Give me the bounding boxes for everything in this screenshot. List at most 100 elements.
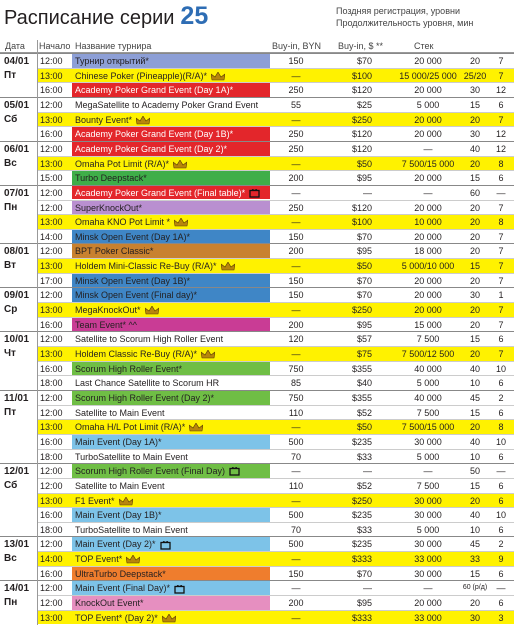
- stack: 7 500/12 500: [401, 349, 455, 359]
- level-duration: 6: [498, 524, 504, 535]
- event-name: Minsk Open Event (Day 1A)*: [75, 230, 190, 244]
- event-name-text: TOP Event*: [75, 554, 123, 565]
- column-header: Buy-in, BYN: [272, 41, 322, 51]
- column-header: Дата: [5, 41, 25, 51]
- header-note: Продолжительность уровня, мин: [336, 18, 474, 28]
- buy-in-byn: 500: [288, 510, 304, 521]
- event-name-text: Satellite to Scorum High Roller Event: [75, 334, 224, 345]
- level-duration: 7: [498, 261, 504, 272]
- event-name-text: Main Event (Day 2)*: [75, 539, 156, 550]
- buy-in-usd: $50: [356, 261, 372, 272]
- date: 13/01: [4, 539, 30, 551]
- buy-in-byn: 85: [290, 378, 301, 389]
- start-time: 13:00: [40, 217, 63, 228]
- crown-icon: [201, 350, 216, 359]
- buy-in-byn: 750: [288, 363, 304, 374]
- buy-in-usd: $333: [351, 554, 372, 565]
- stack: 20 000: [414, 114, 442, 125]
- buy-in-byn: 110: [288, 480, 304, 491]
- buy-in-byn: —: [291, 612, 301, 623]
- event-name: Academy Poker Grand Event (Day 1A)*: [75, 83, 233, 97]
- row-highlight: [38, 493, 514, 508]
- level-duration: 7: [498, 202, 504, 213]
- tv-icon: [174, 584, 185, 594]
- late-registration: 45: [469, 539, 480, 550]
- event-name-text: KnockOut Event*: [75, 598, 144, 609]
- row-highlight: [38, 112, 514, 127]
- name-cell: [72, 229, 270, 244]
- buy-in-usd: $120: [351, 129, 372, 140]
- event-name-text: Holdem Mini-Classic Re-Buy (R/A)*: [75, 261, 217, 272]
- stack: 20 000: [414, 290, 442, 301]
- stack: —: [423, 143, 433, 154]
- buy-in-byn: 200: [288, 173, 304, 184]
- level-duration: 6: [498, 378, 504, 389]
- name-cell: [72, 83, 270, 97]
- level-duration: 6: [498, 598, 504, 609]
- level-duration: 12: [495, 129, 506, 140]
- level-duration: —: [496, 583, 506, 594]
- row-rule: [38, 419, 514, 421]
- start-time: 16:00: [40, 510, 63, 521]
- weekday: Пн: [4, 201, 18, 213]
- event-name-text: Holdem Classic Re-Buy (R/A)*: [75, 349, 198, 359]
- buy-in-usd: $70: [356, 231, 372, 242]
- start-time: 12:00: [40, 56, 63, 66]
- late-registration: 40: [469, 436, 480, 447]
- level-duration: 8: [498, 422, 504, 433]
- name-cell: [72, 537, 270, 552]
- crown-icon: [126, 555, 141, 564]
- name-cell: [72, 185, 270, 200]
- start-time: 12:00: [40, 598, 63, 609]
- start-time: 13:00: [40, 612, 63, 623]
- row-highlight: [38, 420, 514, 434]
- event-name-text: F1 Event*: [75, 495, 115, 506]
- late-registration: 30: [469, 129, 480, 140]
- event-name-text: Scorum High Roller Event*: [75, 363, 183, 374]
- buy-in-usd: $120: [351, 143, 372, 154]
- late-registration: 20: [469, 349, 480, 359]
- row-rule: [38, 360, 514, 362]
- name-cell: [72, 273, 270, 288]
- late-registration: 15: [469, 99, 480, 110]
- buy-in-byn: 500: [288, 539, 304, 550]
- day-rule: [0, 580, 514, 582]
- start-time: 17:00: [40, 275, 63, 286]
- buy-in-usd: $33: [356, 524, 372, 535]
- buy-in-byn: 250: [288, 143, 304, 154]
- buy-in-usd: $250: [351, 495, 372, 506]
- event-name: Minsk Open Event (Final day)*: [75, 288, 197, 302]
- row-rule: [38, 521, 514, 523]
- row-rule: [38, 155, 514, 157]
- event-name-text: MegaKnockOut*: [75, 305, 141, 316]
- buy-in-usd: $235: [351, 510, 372, 521]
- row-rule: [38, 67, 514, 69]
- event-name-text: Scorum High Roller Event (Final Day): [75, 466, 226, 477]
- buy-in-usd: —: [363, 583, 372, 594]
- event-name: Main Event (Day 1A)*: [75, 435, 162, 449]
- start-time: 12:00: [40, 539, 63, 550]
- row-rule: [38, 316, 514, 318]
- row-rule: [38, 346, 514, 347]
- event-name: SuperKnockOut*: [75, 201, 142, 215]
- late-registration: 20: [469, 495, 480, 506]
- late-registration: 30: [469, 85, 480, 96]
- buy-in-usd: $75: [356, 349, 372, 359]
- vertical-rule: [37, 40, 38, 626]
- weekday: Пт: [4, 69, 17, 81]
- column-header: Начало: [39, 41, 71, 51]
- buy-in-usd: $95: [356, 246, 372, 257]
- weekday: Вс: [4, 157, 17, 169]
- weekday: Сб: [4, 479, 18, 491]
- event-name: Scorum High Roller Event*: [75, 362, 182, 376]
- buy-in-byn: 110: [288, 407, 304, 418]
- late-registration: 15: [469, 173, 480, 184]
- start-time: 12:00: [40, 392, 63, 403]
- stack: 40 000: [414, 392, 442, 403]
- name-cell: [72, 508, 270, 522]
- buy-in-byn: —: [291, 422, 301, 433]
- row-rule: [38, 272, 514, 274]
- crown-icon: [144, 306, 159, 315]
- late-registration: 45: [469, 392, 480, 403]
- buy-in-usd: $50: [356, 422, 372, 433]
